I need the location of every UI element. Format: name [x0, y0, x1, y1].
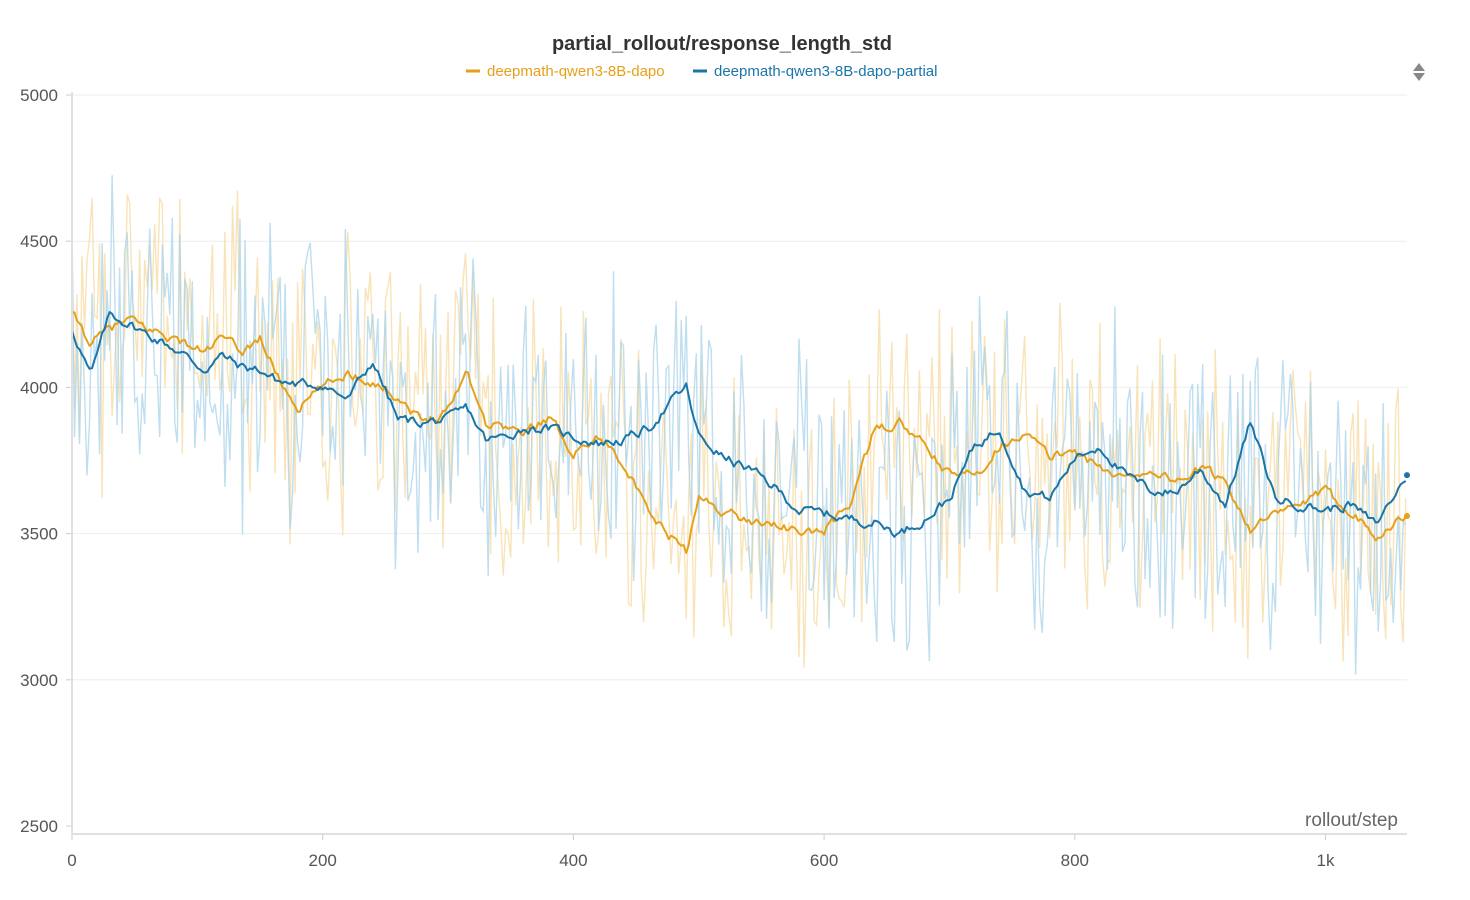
- series-line-1: [71, 311, 1407, 538]
- x-tick-label-400: 400: [559, 851, 587, 870]
- x-axis-label: rollout/step: [1305, 810, 1398, 831]
- chart-title: partial_rollout/response_length_std: [552, 33, 892, 55]
- legend-label-dapo: deepmath-qwen3-8B-dapo: [487, 63, 665, 80]
- y-tick-labels: 2500 3000 3500 4000 4500 5000: [20, 86, 58, 836]
- x-tick-label-1000: 1k: [1317, 851, 1335, 870]
- x-tick-labels: 0 200 400 600 800 1k: [67, 851, 1335, 870]
- smoothed-series: [71, 310, 1410, 554]
- scroll-arrows-icon[interactable]: [1413, 63, 1425, 81]
- raw-series: [71, 175, 1407, 675]
- y-tick-label-4500: 4500: [20, 232, 58, 251]
- x-tick-label-600: 600: [810, 851, 838, 870]
- legend: deepmath-qwen3-8B-dapo deepmath-qwen3-8B…: [466, 63, 937, 80]
- series-end-point-0: [1404, 513, 1410, 520]
- x-tick-label-0: 0: [67, 851, 76, 870]
- legend-label-dapo-partial: deepmath-qwen3-8B-dapo-partial: [714, 63, 937, 80]
- y-tick-label-5000: 5000: [20, 86, 58, 105]
- series-line-0: [71, 310, 1407, 554]
- x-tick-label-200: 200: [309, 851, 337, 870]
- raw-line-1: [71, 175, 1407, 675]
- x-tick-label-800: 800: [1061, 851, 1089, 870]
- y-tick-label-2500: 2500: [20, 817, 58, 836]
- axes: [71, 92, 1407, 835]
- y-tick-label-3000: 3000: [20, 671, 58, 690]
- y-tick-label-3500: 3500: [20, 525, 58, 544]
- gridlines: [66, 94, 1407, 840]
- series-end-point-1: [1404, 472, 1410, 479]
- y-tick-label-4000: 4000: [20, 378, 58, 397]
